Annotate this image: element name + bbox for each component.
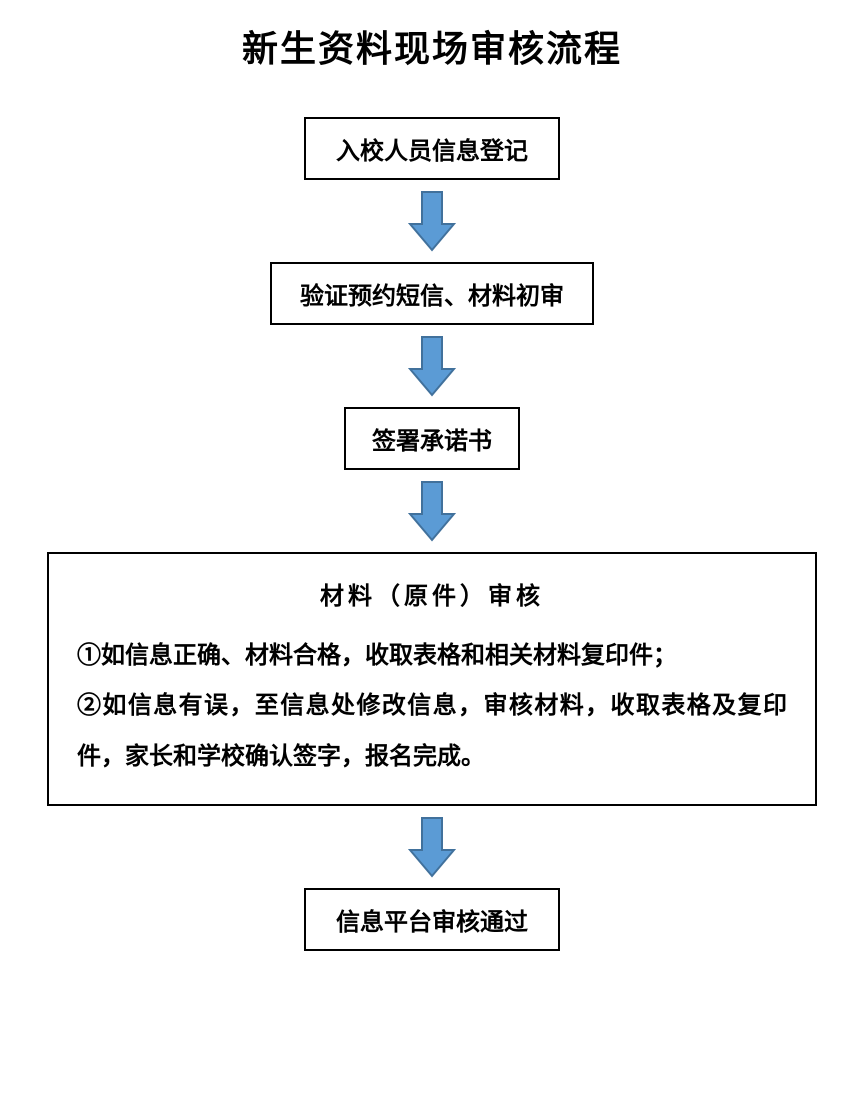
flow-node-3: 签署承诺书 [344, 407, 520, 470]
arrow-icon [408, 335, 456, 397]
flow-node-1-label: 入校人员信息登记 [336, 131, 528, 166]
flow-node-2: 验证预约短信、材料初审 [270, 262, 594, 325]
flow-node-5: 信息平台审核通过 [304, 888, 560, 951]
arrow-icon [408, 480, 456, 542]
flow-node-3-label: 签署承诺书 [372, 421, 492, 456]
flow-node-5-label: 信息平台审核通过 [336, 902, 528, 937]
flow-node-2-label: 验证预约短信、材料初审 [300, 276, 564, 311]
flowchart-container: 入校人员信息登记 验证预约短信、材料初审 签署承诺书 材料（原件）审核 ①如信息… [0, 117, 864, 951]
arrow-icon [408, 190, 456, 252]
flow-node-4-line2: ②如信息有误，至信息处修改信息，审核材料，收取表格及复印件，家长和学校确认签字，… [77, 681, 787, 782]
flow-node-1: 入校人员信息登记 [304, 117, 560, 180]
flow-node-4-line1: ①如信息正确、材料合格，收取表格和相关材料复印件； [77, 631, 787, 681]
page-title: 新生资料现场审核流程 [242, 20, 622, 72]
flow-node-4-title: 材料（原件）审核 [77, 576, 787, 611]
flow-node-4: 材料（原件）审核 ①如信息正确、材料合格，收取表格和相关材料复印件； ②如信息有… [47, 552, 817, 806]
arrow-icon [408, 816, 456, 878]
